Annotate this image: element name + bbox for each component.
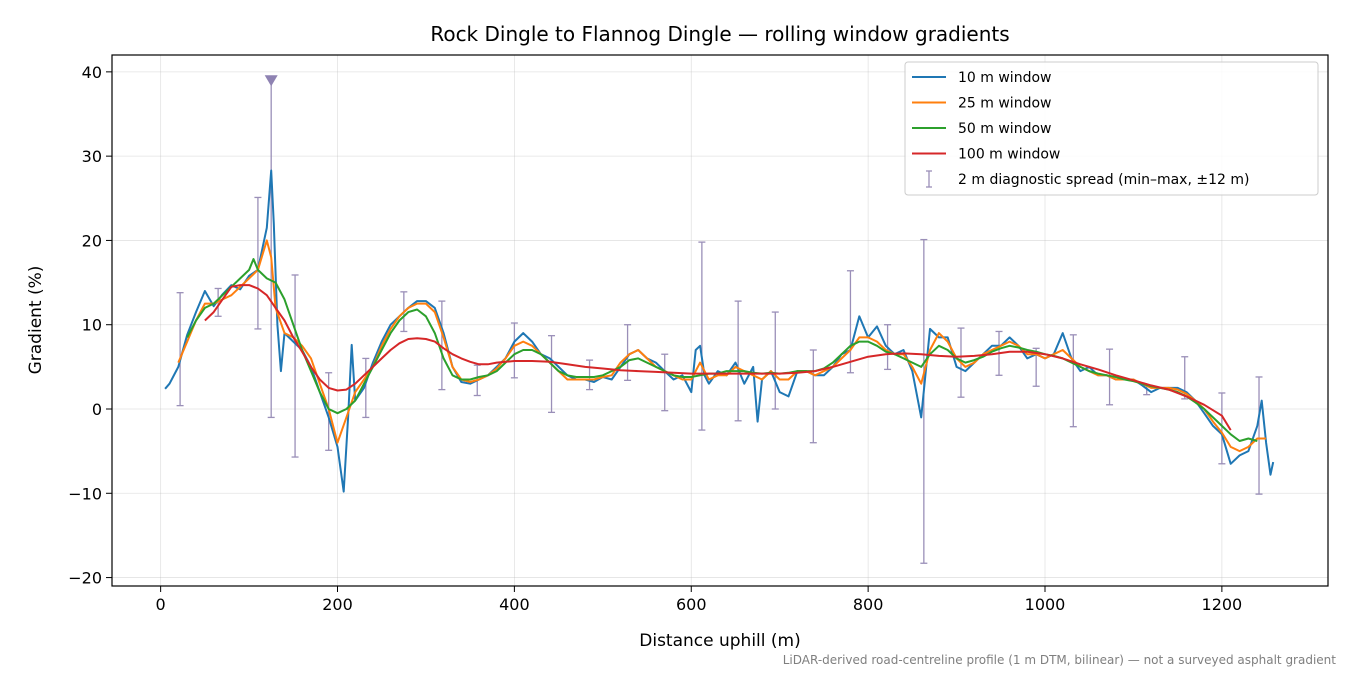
legend-label: 100 m window [958,147,1060,163]
legend-label: 25 m window [958,96,1051,112]
y-tick-label: −20 [68,569,102,588]
y-axis-ticks: −20 −10 0 10 20 30 40 [68,63,112,588]
diagnostic-error-bars [176,75,1263,564]
x-tick-label: 600 [676,595,707,614]
series-line-4 [204,284,1232,431]
y-tick-label: −10 [68,484,102,503]
x-tick-label: 0 [156,595,166,614]
x-axis-ticks: 0 200 400 600 800 1000 1200 [156,586,1243,614]
series-lines [164,169,1275,493]
footnote: LiDAR-derived road-centreline profile (1… [783,653,1337,667]
y-tick-label: 40 [82,63,102,82]
legend-box [904,61,1319,196]
plot-frame [111,54,1329,587]
y-tick-label: 30 [82,147,102,166]
y-tick-label: 20 [82,231,102,250]
x-tick-label: 800 [853,595,884,614]
legend-label: 2 m diagnostic spread (min–max, ±12 m) [958,172,1249,188]
grid [112,55,1328,586]
y-tick-label: 0 [92,400,102,419]
x-tick-label: 1200 [1202,595,1243,614]
legend-label: 10 m window [958,70,1051,86]
x-tick-label: 400 [499,595,530,614]
chart-title: Rock Dingle to Flannog Dingle — rolling … [430,22,1009,46]
y-axis-label: Gradient (%) [26,266,46,375]
clipped-marker-triangle [264,75,278,87]
legend: 10 m window 25 m window 50 m window 100 m w… [904,61,1319,196]
legend-label: 50 m window [958,121,1051,137]
y-tick-label: 10 [82,316,102,335]
x-tick-label: 1000 [1025,595,1066,614]
x-axis-label: Distance uphill (m) [639,631,800,651]
x-tick-label: 200 [322,595,353,614]
